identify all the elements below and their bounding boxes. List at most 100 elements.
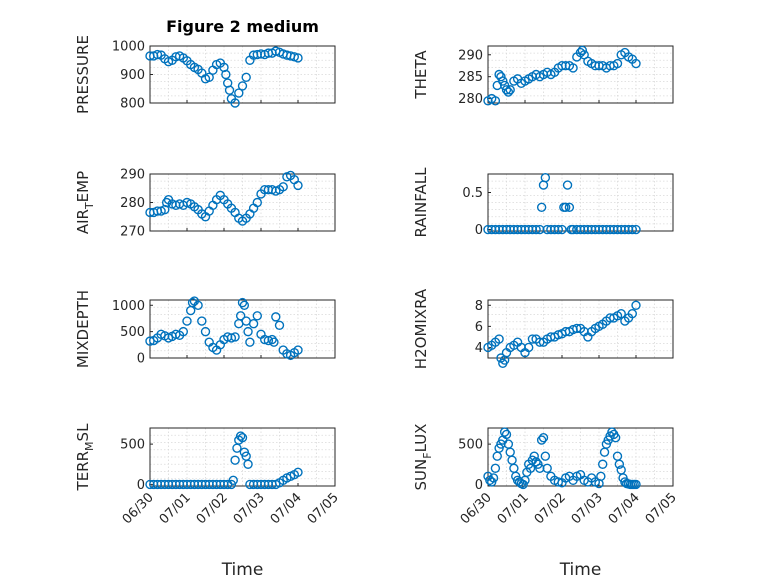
y-axis-label: AIRTEMP (74, 171, 96, 234)
series-markers (483, 45, 641, 106)
x-tick-label: 07/01 (157, 490, 194, 527)
series-markers (483, 427, 641, 490)
data-point (243, 459, 253, 469)
x-tick-label: 07/05 (643, 490, 680, 527)
data-point (553, 477, 563, 487)
x-tick-label: 06/30 (120, 490, 157, 527)
data-point (237, 297, 248, 308)
data-point (178, 326, 189, 337)
y-tick-label: 900 (120, 68, 145, 83)
data-point (612, 58, 623, 69)
data-point (278, 182, 288, 192)
data-point (235, 431, 246, 441)
data-point (616, 309, 626, 319)
y-tick-label: 285 (458, 70, 483, 85)
y-tick-label: 800 (120, 97, 145, 112)
y-axis-label: RAINFALL (412, 167, 430, 238)
y-tick-label: 500 (120, 438, 145, 453)
data-point (561, 202, 571, 213)
data-point (499, 427, 510, 437)
x-tick-label: 07/03 (569, 490, 606, 527)
data-point (568, 63, 578, 73)
data-point (540, 451, 551, 461)
x-tick-label: 07/02 (532, 490, 569, 527)
data-point (524, 342, 534, 353)
data-point (553, 224, 563, 235)
y-tick-label: 0 (475, 223, 483, 238)
y-axis-label-rest: EMP (74, 171, 92, 202)
y-tick-label: 4 (475, 341, 483, 356)
data-point (193, 300, 203, 310)
data-point (536, 435, 547, 445)
y-tick-label: 0 (475, 478, 483, 493)
data-point (230, 455, 240, 465)
y-axis-label: H2OMIXRA (412, 288, 430, 369)
y-axis-label-main: AIR (74, 209, 92, 234)
data-point (221, 69, 231, 80)
data-point (542, 463, 552, 473)
x-axis-label: Time (559, 560, 602, 580)
data-point (187, 297, 198, 308)
subplot-5: 4 6 8 H2OMIXRA (412, 288, 674, 369)
data-point (271, 312, 281, 322)
x-axis-label: Time (221, 560, 264, 580)
data-point (241, 72, 251, 83)
data-point (529, 451, 539, 461)
data-point (490, 96, 501, 106)
y-axis-label: MIXDEPTH (74, 290, 92, 368)
x-tick-label: 07/04 (268, 490, 305, 527)
data-point (538, 432, 549, 443)
y-axis-label-rest: SL (74, 423, 92, 442)
axes-box (487, 45, 674, 104)
series-markers (145, 46, 303, 108)
data-point (269, 337, 279, 347)
y-tick-label: 1000 (112, 40, 145, 55)
data-point (237, 432, 248, 443)
data-point (631, 224, 641, 235)
axes-box (149, 299, 336, 359)
data-point (293, 467, 303, 478)
data-point (152, 49, 163, 60)
subplot-0: 800 900 1000 PRESSURE Figure 2 medium (74, 17, 336, 114)
y-tick-label: 8 (475, 299, 483, 314)
x-tick-label: 07/02 (194, 490, 231, 527)
data-point (239, 300, 250, 310)
y-tick-label: 280 (458, 92, 483, 107)
y-axis-label-subscript: F (421, 452, 434, 458)
data-point (234, 88, 244, 98)
data-point (243, 326, 253, 337)
x-tick-label: 07/03 (231, 490, 268, 527)
y-tick-label: 500 (120, 325, 145, 340)
data-point (293, 180, 303, 191)
axes-box (149, 427, 336, 487)
y-tick-label: 280 (120, 196, 145, 211)
data-point (182, 316, 192, 326)
data-point (505, 85, 515, 95)
gridlines (487, 174, 674, 231)
data-point (501, 429, 512, 440)
y-tick-label: 6 (475, 320, 483, 335)
data-point (564, 202, 575, 213)
data-point (230, 332, 240, 342)
data-point (610, 432, 621, 443)
y-axis-label: SUNFLUX (412, 424, 434, 491)
data-point (631, 479, 641, 490)
y-tick-label: 290 (120, 168, 145, 183)
data-point (498, 76, 508, 86)
data-point (627, 224, 637, 235)
data-point (248, 319, 259, 329)
series-markers (483, 300, 641, 368)
y-tick-label: 270 (120, 225, 145, 240)
y-axis-label: THETA (412, 50, 430, 100)
data-point (631, 58, 641, 69)
data-point (503, 87, 514, 97)
data-point (598, 459, 608, 469)
series-markers (145, 170, 303, 226)
chart-title: Figure 2 medium (166, 17, 319, 36)
x-tick-label: 07/01 (495, 490, 532, 527)
y-tick-label: 0 (137, 352, 145, 367)
subplot-1: 280 285 290 THETA (412, 45, 674, 107)
y-tick-label: 0 (137, 478, 145, 493)
data-point (496, 71, 506, 82)
data-point (274, 320, 285, 331)
